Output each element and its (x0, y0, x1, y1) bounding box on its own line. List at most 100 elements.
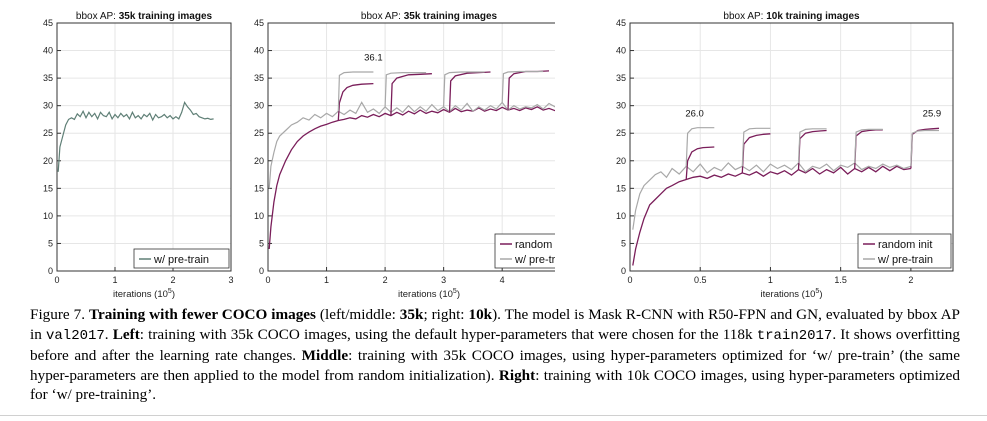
series-line-lr-drop (910, 127, 940, 169)
series-line (57, 100, 214, 172)
y-tick-label: 40 (616, 46, 626, 56)
series-line-lr-drop (910, 129, 939, 167)
figure: bbox AP: 35k training images 0 5 10 15 20 25 30… (43, 11, 954, 300)
caption-text: . It shows overfitting before and after … (30, 325, 960, 365)
series-line-lr-drop (337, 71, 374, 112)
legend-box (857, 233, 952, 269)
x-tick-label: 4 (500, 275, 505, 285)
x-tick-label: 1 (768, 275, 773, 285)
x-axis-label-sup: 5 (815, 288, 819, 295)
y-tick-label: 5 (259, 238, 264, 248)
caption-text: (left/middle: (315, 306, 400, 323)
series-line-lr-drop (854, 128, 883, 164)
caption-title: Training with fewer COCO images (88, 306, 316, 323)
y-tick-label: 45 (254, 18, 264, 28)
caption-text: ; right: (423, 306, 469, 323)
y-tick-label: 20 (254, 156, 264, 166)
legend: random init w/ pre-train (857, 233, 952, 269)
caption-text: : training with 35k COCO images, using h… (30, 347, 960, 384)
series-line-lr-drop (854, 129, 883, 169)
legend: random init w/ pre-train (494, 233, 555, 269)
x-axis-label-text: iterations (10 (761, 289, 816, 300)
caption-code: val2017 (45, 327, 105, 344)
y-tick-label: 25 (616, 128, 626, 138)
series-line-lr-drop (507, 70, 550, 111)
chart-title: bbox AP: 35k training images (361, 11, 498, 22)
y-tick-label: 30 (254, 101, 264, 111)
plot-frame (267, 22, 555, 272)
legend-label: w/ pre-train (514, 254, 555, 266)
y-tick-label: 15 (43, 183, 53, 193)
y-tick-label: 15 (616, 183, 626, 193)
caption-bold: Middle (301, 347, 349, 364)
x-axis-label: iterations (105) (113, 288, 175, 300)
caption-label: Figure 7. (30, 306, 89, 323)
caption-code: train2017 (756, 327, 833, 344)
y-tick-label: 20 (43, 156, 53, 166)
caption-bold: 35k (399, 306, 424, 323)
x-axis-label-sup: 5 (168, 288, 172, 295)
x-tick-label: 2 (908, 275, 913, 285)
series-line (632, 165, 911, 266)
figure-caption: Figure 7. Training with fewer COCO image… (30, 305, 960, 405)
x-axis-label: iterations (105) (761, 288, 823, 300)
data-annotation: 36.1 (364, 52, 383, 63)
y-tick-label: 30 (43, 101, 53, 111)
legend-label: random init (878, 239, 932, 251)
y-tick-label: 20 (616, 156, 626, 166)
x-tick-label: 0 (627, 275, 632, 285)
x-tick-label: 0 (265, 275, 270, 285)
x-tick-label: 3 (441, 275, 446, 285)
series-line-lr-drop (337, 82, 374, 121)
y-tick-label: 25 (254, 128, 264, 138)
y-tick-label: 0 (621, 266, 626, 276)
y-tick-label: 10 (254, 211, 264, 221)
legend-label: random init (515, 239, 555, 251)
chart-title-prefix: bbox AP: (723, 11, 766, 22)
chart-left: bbox AP: 35k training images051015202530… (43, 11, 234, 300)
x-tick-label: 1 (112, 275, 117, 285)
x-tick-label: 1.5 (834, 275, 847, 285)
y-tick-label: 10 (616, 211, 626, 221)
caption-bold: Left (112, 325, 140, 343)
x-tick-label: 2 (170, 275, 175, 285)
series-line-lr-drop (685, 146, 715, 180)
series-line (632, 162, 912, 230)
caption-text: . (104, 325, 113, 343)
x-axis-label-text: iterations (10 (398, 289, 453, 300)
y-tick-label: 0 (259, 266, 264, 276)
x-axis-label: iterations (105) (398, 288, 460, 300)
caption-bold: Right (498, 366, 536, 384)
legend-label: w/ pre-train (877, 254, 933, 266)
x-tick-label: 0 (54, 275, 59, 285)
y-tick-label: 5 (621, 238, 626, 248)
caption-text: : training with 10k COCO images, using h… (30, 366, 960, 404)
y-tick-label: 25 (43, 128, 53, 138)
y-tick-label: 35 (43, 73, 53, 83)
y-tick-label: 45 (43, 18, 53, 28)
x-tick-label: 3 (228, 275, 233, 285)
y-tick-label: 30 (616, 101, 626, 111)
x-tick-label: 2 (383, 275, 388, 285)
y-tick-label: 5 (48, 238, 53, 248)
chart-title-bold: 10k training images (766, 11, 860, 22)
series-line-lr-drop (685, 127, 715, 167)
legend-label: w/ pre-train (153, 254, 209, 266)
series-line (268, 101, 555, 189)
y-tick-label: 35 (616, 73, 626, 83)
x-tick-label: 0.5 (694, 275, 707, 285)
series-line-lr-drop (384, 71, 427, 107)
x-axis-label-text: iterations (10 (113, 289, 168, 300)
x-axis-label-suffix: ) (819, 289, 822, 300)
series-line-lr-drop (443, 71, 485, 107)
y-tick-label: 35 (254, 73, 264, 83)
chart-title: bbox AP: 10k training images (723, 11, 860, 22)
legend-box (494, 233, 555, 269)
series-line-lr-drop (390, 73, 432, 116)
legend-box (133, 248, 230, 269)
y-tick-label: 15 (254, 183, 264, 193)
series-line-lr-drop (501, 70, 544, 103)
chart-title-bold: 35k training images (404, 11, 498, 22)
plot-frame (629, 22, 954, 272)
y-tick-label: 40 (254, 46, 264, 56)
